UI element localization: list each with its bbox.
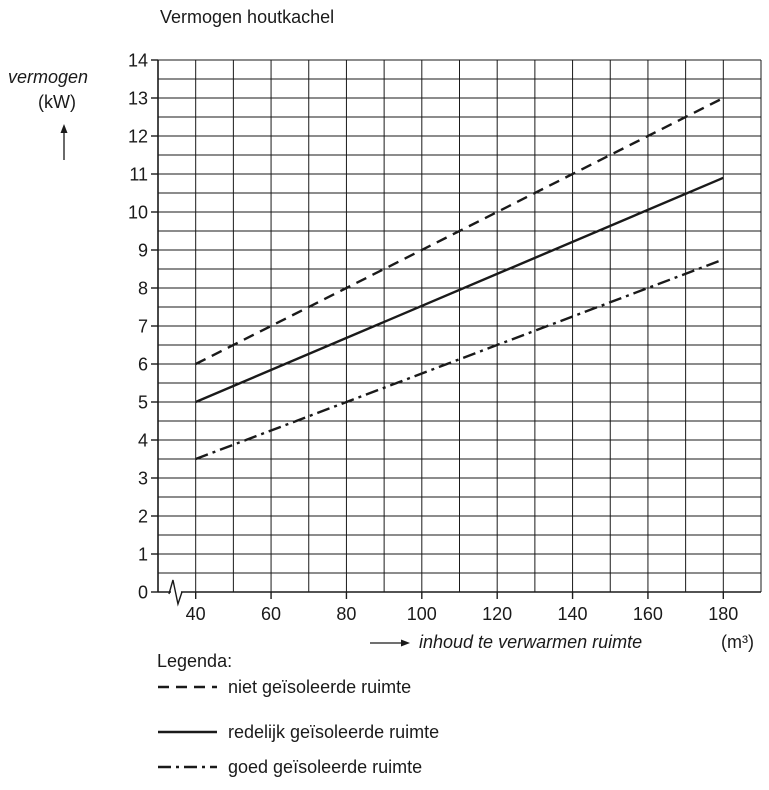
y-axis-label: vermogen bbox=[8, 67, 88, 87]
series-line-solid bbox=[195, 176, 724, 404]
x-tick-label: 180 bbox=[708, 604, 738, 624]
x-tick-label: 120 bbox=[482, 604, 512, 624]
legend-label: goed geïsoleerde ruimte bbox=[228, 757, 422, 777]
x-axis-unit: (m³) bbox=[721, 632, 754, 652]
y-tick-label: 10 bbox=[128, 203, 148, 223]
y-tick-label: 13 bbox=[128, 89, 148, 109]
y-tick-label: 0 bbox=[138, 583, 148, 603]
y-tick-label: 1 bbox=[138, 545, 148, 565]
y-axis-arrow-head bbox=[60, 124, 68, 133]
chart-text: Vermogen houtkachel vermogen (kW) inhoud… bbox=[8, 7, 754, 671]
axes bbox=[60, 59, 761, 647]
x-tick-label: 100 bbox=[407, 604, 437, 624]
y-tick-label: 2 bbox=[138, 507, 148, 527]
x-tick-label: 40 bbox=[186, 604, 206, 624]
x-axis-arrow-head bbox=[401, 639, 410, 647]
y-tick-label: 3 bbox=[138, 469, 148, 489]
x-tick-label: 60 bbox=[261, 604, 281, 624]
x-tick-label: 160 bbox=[633, 604, 663, 624]
grid bbox=[157, 59, 762, 593]
y-axis-unit: (kW) bbox=[38, 92, 76, 112]
y-tick-label: 12 bbox=[128, 127, 148, 147]
x-tick-label: 140 bbox=[558, 604, 588, 624]
legend-label: redelijk geïsoleerde ruimte bbox=[228, 722, 439, 742]
y-tick-label: 6 bbox=[138, 355, 148, 375]
y-tick-label: 7 bbox=[138, 317, 148, 337]
series-line-dashdot bbox=[195, 258, 724, 461]
series-line-dashed bbox=[195, 96, 724, 366]
chart-title: Vermogen houtkachel bbox=[160, 7, 334, 27]
y-tick-label: 8 bbox=[138, 279, 148, 299]
y-tick-label: 11 bbox=[129, 165, 148, 185]
y-tick-label: 9 bbox=[138, 241, 148, 261]
series-lines bbox=[195, 96, 724, 461]
y-tick-label: 14 bbox=[128, 51, 148, 71]
legend-title: Legenda: bbox=[157, 651, 232, 671]
y-tick-label: 4 bbox=[138, 431, 148, 451]
legend: niet geïsoleerde ruimte redelijk geïsolee… bbox=[158, 677, 439, 777]
x-tick-label: 80 bbox=[336, 604, 356, 624]
legend-label: niet geïsoleerde ruimte bbox=[228, 677, 411, 697]
axis-break-symbol bbox=[168, 579, 183, 607]
y-tick-label: 5 bbox=[138, 393, 148, 413]
x-axis-label: inhoud te verwarmen ruimte bbox=[419, 632, 642, 652]
